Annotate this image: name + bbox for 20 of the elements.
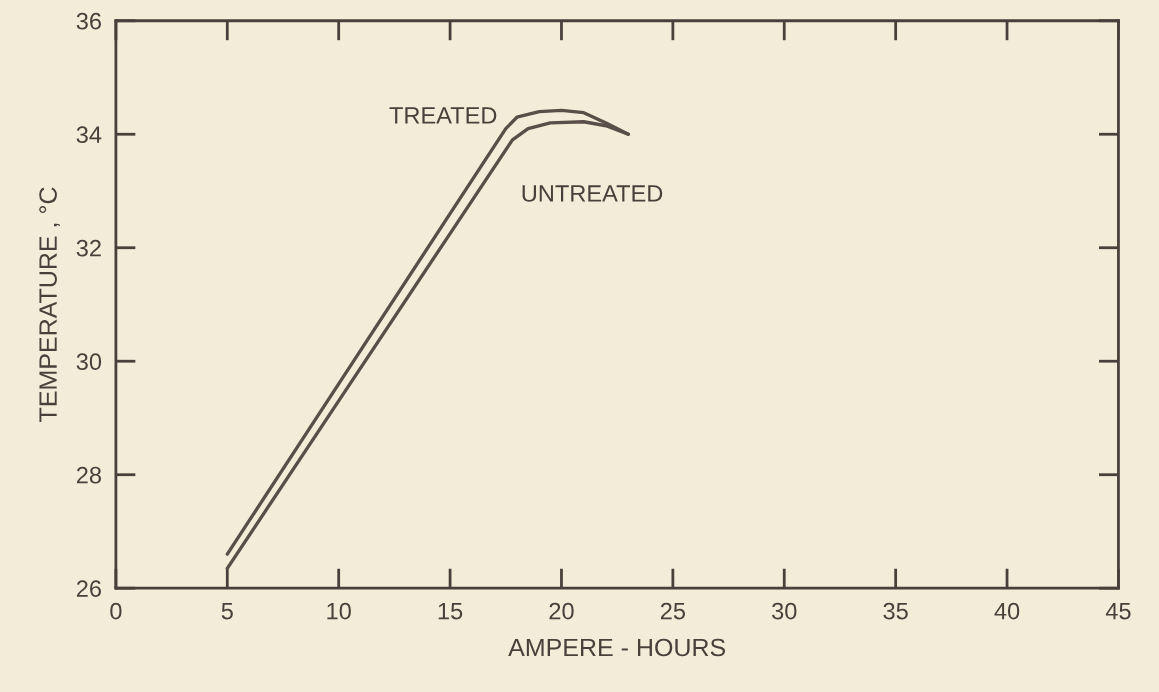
series-label: TREATED bbox=[389, 107, 497, 124]
x-tick-label: 25 bbox=[660, 602, 686, 620]
x-tick-label: 10 bbox=[327, 602, 351, 620]
y-tick-label: 28 bbox=[76, 466, 101, 484]
y-tick-label: 30 bbox=[76, 353, 102, 371]
x-tick-label: 15 bbox=[438, 602, 463, 620]
x-tick-label: 35 bbox=[883, 602, 908, 620]
x-tick-label: 30 bbox=[772, 602, 797, 620]
x-tick-label: 40 bbox=[994, 602, 1020, 620]
x-axis-title: AMPERE - HOURS bbox=[508, 638, 726, 657]
x-tick-label: 5 bbox=[221, 602, 233, 620]
series-label: UNTREATED bbox=[522, 185, 663, 202]
x-tick-label: 0 bbox=[110, 602, 122, 620]
y-tick-label: 26 bbox=[76, 580, 101, 597]
y-tick-label: 32 bbox=[76, 239, 101, 257]
y-axis-title: TEMPERATURE , °C bbox=[39, 187, 60, 422]
y-tick-label: 36 bbox=[76, 12, 101, 30]
y-tick-label: 34 bbox=[76, 126, 102, 144]
x-tick-label: 45 bbox=[1105, 602, 1131, 620]
x-tick-label: 20 bbox=[549, 602, 574, 620]
